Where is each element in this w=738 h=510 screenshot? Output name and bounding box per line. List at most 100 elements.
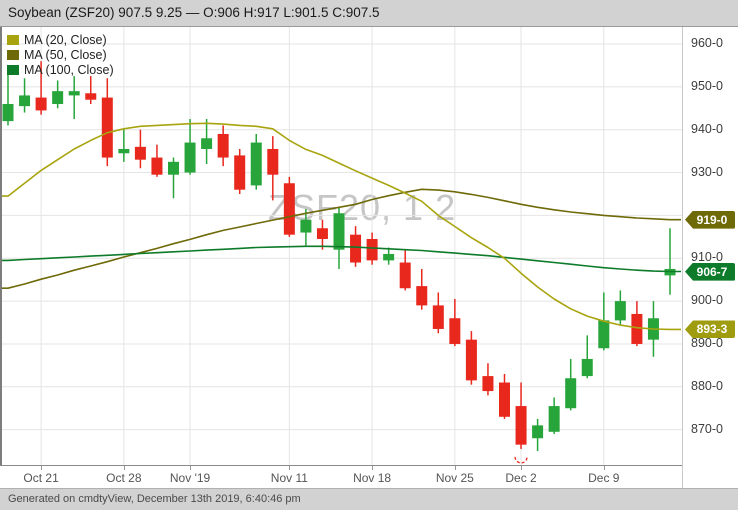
price-badge-919-0: 919-0: [685, 210, 735, 229]
candle-dec-10[interactable]: [614, 290, 626, 325]
candle-oct-17[interactable]: [2, 73, 14, 126]
candle-dec-5[interactable]: [565, 358, 577, 411]
candle-nov-12[interactable]: [300, 208, 312, 246]
candle-body: [333, 213, 345, 250]
candle-body: [532, 425, 544, 439]
y-axis-label-870: 870-0: [691, 421, 723, 436]
candle-nov-29[interactable]: [499, 373, 510, 419]
y-axis[interactable]: 960-0 950-0 940-0 930-0 910-0 900-0 890-0 880-0…: [682, 27, 738, 488]
candle-body: [85, 93, 97, 100]
x-tickmark: [289, 466, 291, 470]
x-tickmark: [603, 466, 605, 470]
candle-body: [499, 382, 510, 417]
x-axis-label-oct-28: Oct 28: [106, 471, 142, 485]
candle-nov-4[interactable]: [201, 118, 213, 164]
candle-body: [118, 148, 130, 154]
candle-nov-20[interactable]: [399, 249, 411, 291]
candle-body: [383, 253, 395, 261]
candle-body: [432, 305, 444, 329]
candle-body: [283, 183, 295, 235]
candle-body: [52, 91, 64, 104]
candle-oct-23[interactable]: [68, 76, 80, 119]
candlestick-plot-area[interactable]: [0, 27, 682, 465]
candle-body: [565, 378, 577, 409]
candle-body: [316, 228, 328, 239]
x-axis-label-nov-19: Nov '19: [169, 471, 211, 485]
x-tickmark: [123, 466, 125, 470]
candle-body: [614, 301, 626, 321]
candle-oct-21[interactable]: [35, 61, 47, 115]
candle-oct-25[interactable]: [101, 78, 113, 167]
generated-footer-bar: Generated on cmdtyView, December 13th 20…: [0, 488, 738, 510]
ma100-swatch-icon: [7, 65, 19, 75]
candle-nov-7[interactable]: [250, 133, 262, 190]
legend-item-ma20[interactable]: MA (20, Close): [7, 33, 114, 47]
legend-item-ma50[interactable]: MA (50, Close): [7, 48, 114, 62]
candle-nov-21[interactable]: [416, 268, 428, 310]
candle-nov-26[interactable]: [465, 331, 477, 385]
candle-nov-19[interactable]: [383, 247, 395, 265]
candle-nov-5[interactable]: [217, 125, 229, 167]
candle-oct-30[interactable]: [151, 144, 163, 177]
candle-dec-11[interactable]: [631, 301, 643, 347]
candle-nov-11[interactable]: [283, 176, 295, 237]
ma20-line: [2, 122, 681, 331]
candle-oct-28[interactable]: [118, 129, 130, 162]
candle-body: [68, 91, 80, 96]
x-axis-label-nov-11: Nov 11: [270, 471, 308, 485]
candle-body: [234, 155, 246, 190]
y-axis-label-880: 880-0: [691, 378, 723, 393]
candle-nov-22[interactable]: [432, 292, 444, 334]
candle-oct-29[interactable]: [134, 129, 146, 169]
legend-item-ma100[interactable]: MA (100, Close): [7, 63, 114, 77]
candle-nov-13[interactable]: [316, 219, 328, 250]
candle-body: [300, 219, 312, 233]
y-axis-label-930: 930-0: [691, 164, 723, 179]
candle-body: [631, 313, 643, 344]
candle-oct-24[interactable]: [85, 76, 97, 104]
x-tickmark: [190, 466, 192, 470]
candle-body: [598, 320, 610, 349]
candle-oct-18[interactable]: [19, 78, 31, 113]
candle-body: [350, 234, 362, 263]
candle-body: [416, 286, 428, 306]
price-badge-893-3: 893-3: [685, 320, 735, 339]
chart-region: ZSF20, 1 2 MA (20, Close) MA (50, Close) M…: [0, 27, 738, 488]
candle-body: [548, 406, 560, 432]
candle-dec-13[interactable]: [664, 228, 676, 295]
candle-dec-4[interactable]: [548, 397, 560, 434]
legend-label: MA (50, Close): [24, 48, 107, 62]
study-legend: MA (20, Close) MA (50, Close) MA (100, Clo…: [7, 33, 114, 78]
candle-dec-3[interactable]: [532, 418, 544, 452]
legend-label: MA (20, Close): [24, 33, 107, 47]
candle-nov-8[interactable]: [267, 136, 279, 201]
candle-body: [581, 358, 593, 377]
candle-dec-2[interactable]: [515, 382, 527, 449]
x-tickmark: [41, 466, 43, 470]
candle-oct-31[interactable]: [168, 157, 179, 199]
candle-body: [366, 238, 378, 261]
candle-body: [151, 157, 163, 175]
y-axis-label-890: 890-0: [691, 335, 723, 350]
x-axis[interactable]: Oct 21 Oct 28 Nov '19 Nov 11 Nov 18 Nov 25 Dec…: [0, 465, 682, 488]
candle-nov-6[interactable]: [234, 148, 246, 194]
y-axis-label-940: 940-0: [691, 121, 723, 136]
candle-nov-27[interactable]: [482, 363, 494, 396]
candle-body: [267, 148, 279, 175]
x-axis-label-nov-25: Nov 25: [435, 471, 474, 485]
candle-oct-22[interactable]: [52, 80, 64, 109]
candle-dec-6[interactable]: [581, 335, 593, 379]
candle-body: [250, 142, 262, 186]
candle-nov-1[interactable]: [184, 118, 196, 175]
candle-body: [449, 318, 461, 344]
ma100-line: [2, 245, 681, 273]
x-tickmark: [521, 466, 523, 470]
x-axis-label-dec-9: Dec 9: [588, 471, 620, 485]
candle-body: [515, 406, 527, 445]
x-axis-label-dec-2: Dec 2: [505, 471, 537, 485]
candle-body: [465, 339, 477, 381]
candle-nov-25[interactable]: [449, 298, 461, 347]
candle-nov-14[interactable]: [333, 206, 345, 269]
ma20-swatch-icon: [7, 35, 19, 45]
